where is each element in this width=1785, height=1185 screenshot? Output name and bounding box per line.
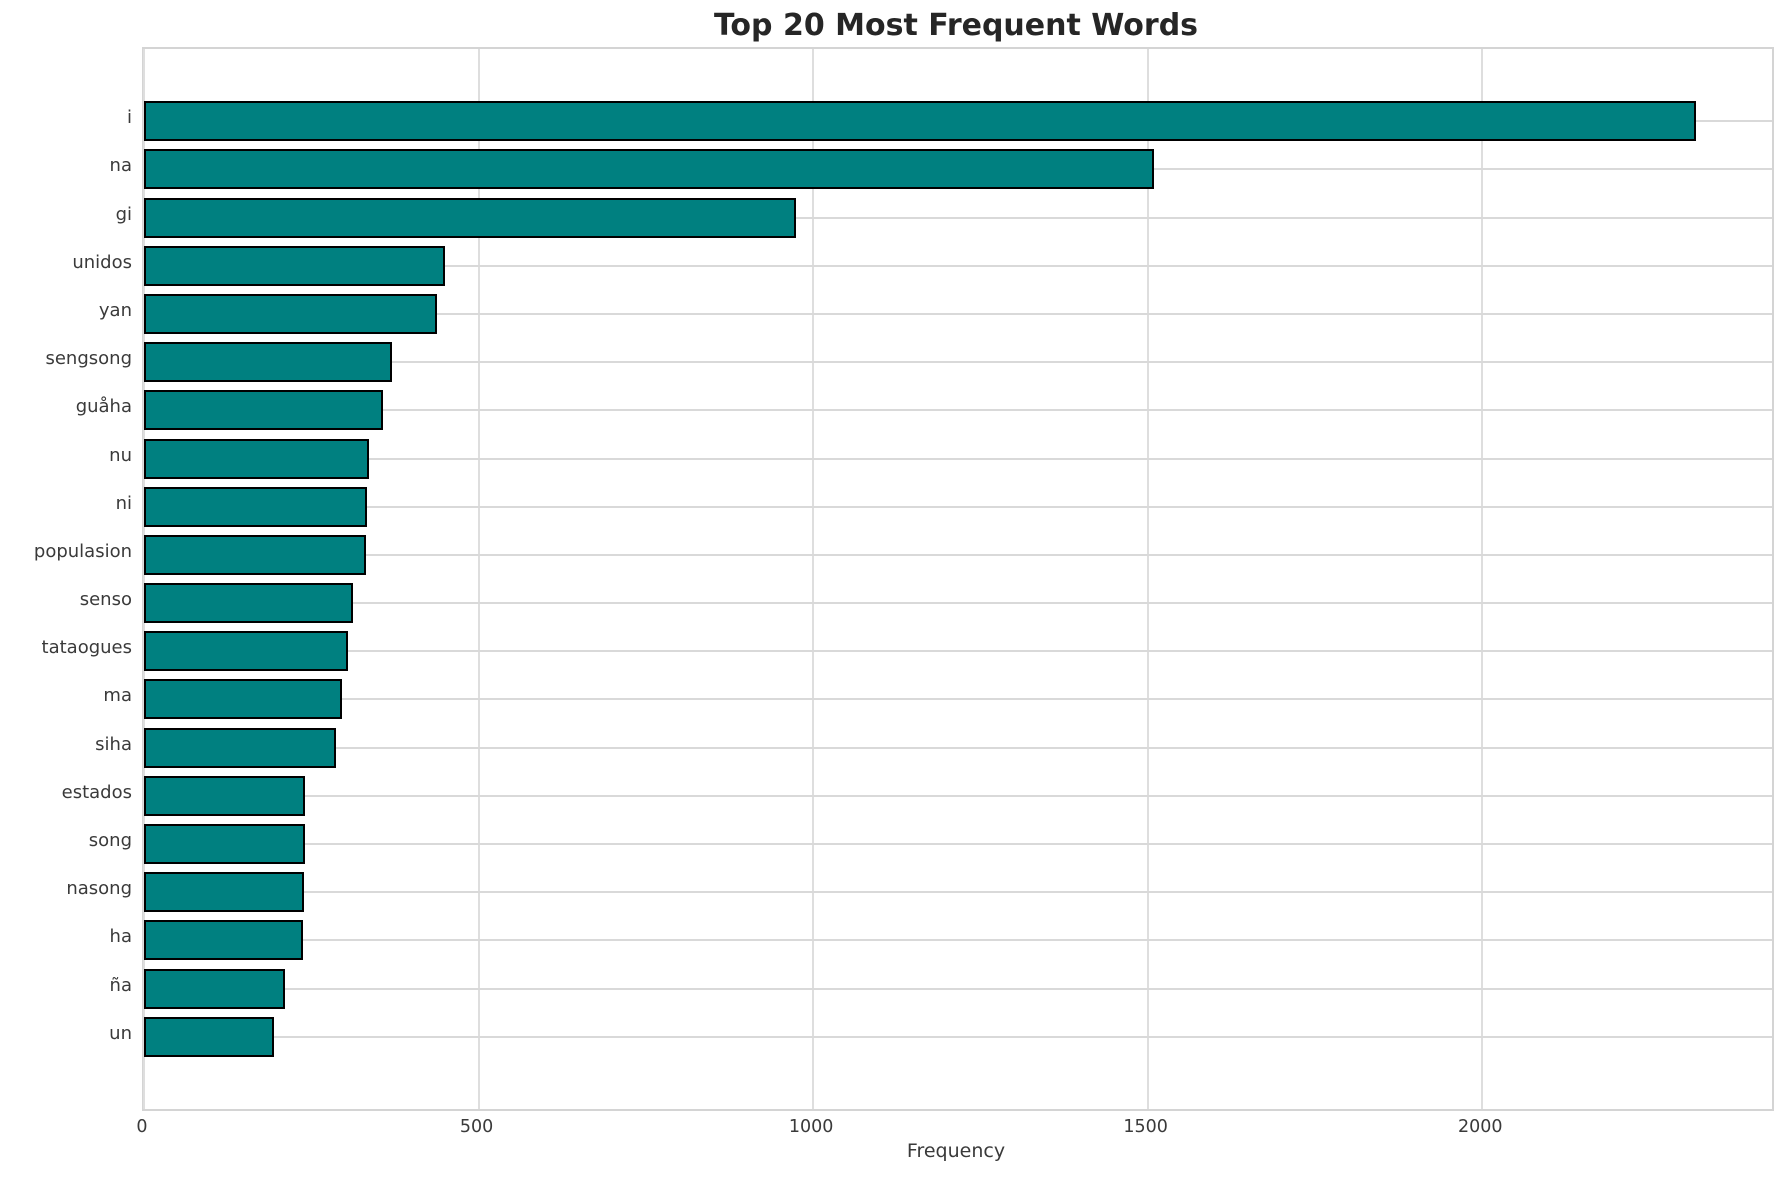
bar-na	[144, 149, 1154, 190]
y-tick-label-nasong: nasong	[66, 878, 132, 900]
y-gridline	[144, 698, 1772, 701]
y-tick-label-ha: ha	[109, 926, 132, 948]
y-gridline	[144, 216, 1772, 219]
x-tick-label: 1000	[788, 1117, 834, 1137]
y-gridline	[144, 746, 1772, 749]
y-tick-label-nu: nu	[109, 444, 132, 466]
bar-ña	[144, 968, 285, 1009]
y-tick-label-unidos: unidos	[72, 251, 132, 273]
x-gridline	[1146, 49, 1149, 1109]
y-gridline	[144, 939, 1772, 942]
y-tick-label-siha: siha	[95, 733, 132, 755]
x-tick-label: 1500	[1123, 1117, 1168, 1137]
y-tick-label-i: i	[126, 107, 132, 129]
y-gridline	[144, 409, 1772, 412]
y-gridline	[144, 553, 1772, 556]
bar-senso	[144, 583, 353, 624]
y-gridline	[144, 794, 1772, 797]
bar-ha	[144, 920, 303, 961]
chart-title: Top 20 Most Frequent Words	[713, 8, 1199, 43]
y-tick-label-un: un	[109, 1022, 132, 1044]
bar-yan	[144, 294, 437, 334]
y-gridline	[144, 843, 1772, 845]
x-axis-label: Frequency	[906, 1140, 1006, 1162]
bar-estados	[144, 775, 305, 816]
bar-populasion	[144, 534, 366, 575]
y-gridline	[144, 313, 1772, 315]
x-gridline	[143, 49, 145, 1109]
y-tick-label-guåha: guåha	[75, 396, 132, 418]
bar-sengsong	[144, 342, 392, 383]
y-tick-label-ña: ña	[109, 974, 132, 996]
y-tick-label-ni: ni	[115, 492, 132, 514]
x-tick-label: 0	[136, 1117, 148, 1137]
bar-siha	[144, 727, 336, 768]
bar-ni	[144, 486, 367, 527]
plot-area	[142, 47, 1774, 1111]
y-tick-label-gi: gi	[115, 203, 132, 225]
x-tick-label: 500	[459, 1117, 494, 1137]
y-gridline	[144, 602, 1772, 605]
x-gridline	[477, 49, 480, 1109]
y-tick-label-na: na	[109, 155, 132, 177]
y-gridline	[144, 505, 1772, 508]
x-tick-label: 2000	[1457, 1117, 1503, 1137]
y-tick-label-sengsong: sengsong	[45, 348, 132, 370]
bar-ma	[144, 679, 342, 720]
y-gridline	[144, 264, 1772, 267]
x-gridline	[1481, 49, 1484, 1109]
bar-un	[144, 1016, 274, 1057]
y-gridline	[144, 361, 1772, 364]
bar-song	[144, 824, 305, 864]
y-tick-label-yan: yan	[98, 300, 132, 321]
y-gridline	[144, 987, 1772, 990]
bar-unidos	[144, 245, 445, 286]
y-tick-label-senso: senso	[79, 589, 132, 611]
y-tick-label-estados: estados	[61, 781, 132, 803]
x-gridline	[812, 49, 815, 1109]
y-tick-label-ma: ma	[103, 685, 132, 707]
y-gridline	[144, 891, 1772, 894]
bar-guåha	[144, 390, 383, 431]
y-gridline	[144, 1035, 1772, 1038]
bar-nu	[144, 438, 369, 479]
y-gridline	[144, 650, 1772, 653]
y-tick-label-tataogues: tataogues	[41, 637, 132, 659]
bar-tataogues	[144, 631, 348, 672]
bar-nasong	[144, 872, 304, 913]
y-gridline	[144, 457, 1772, 460]
y-tick-label-populasion: populasion	[33, 540, 132, 562]
bar-gi	[144, 197, 796, 238]
y-tick-label-song: song	[88, 830, 132, 851]
bar-i	[144, 101, 1696, 142]
